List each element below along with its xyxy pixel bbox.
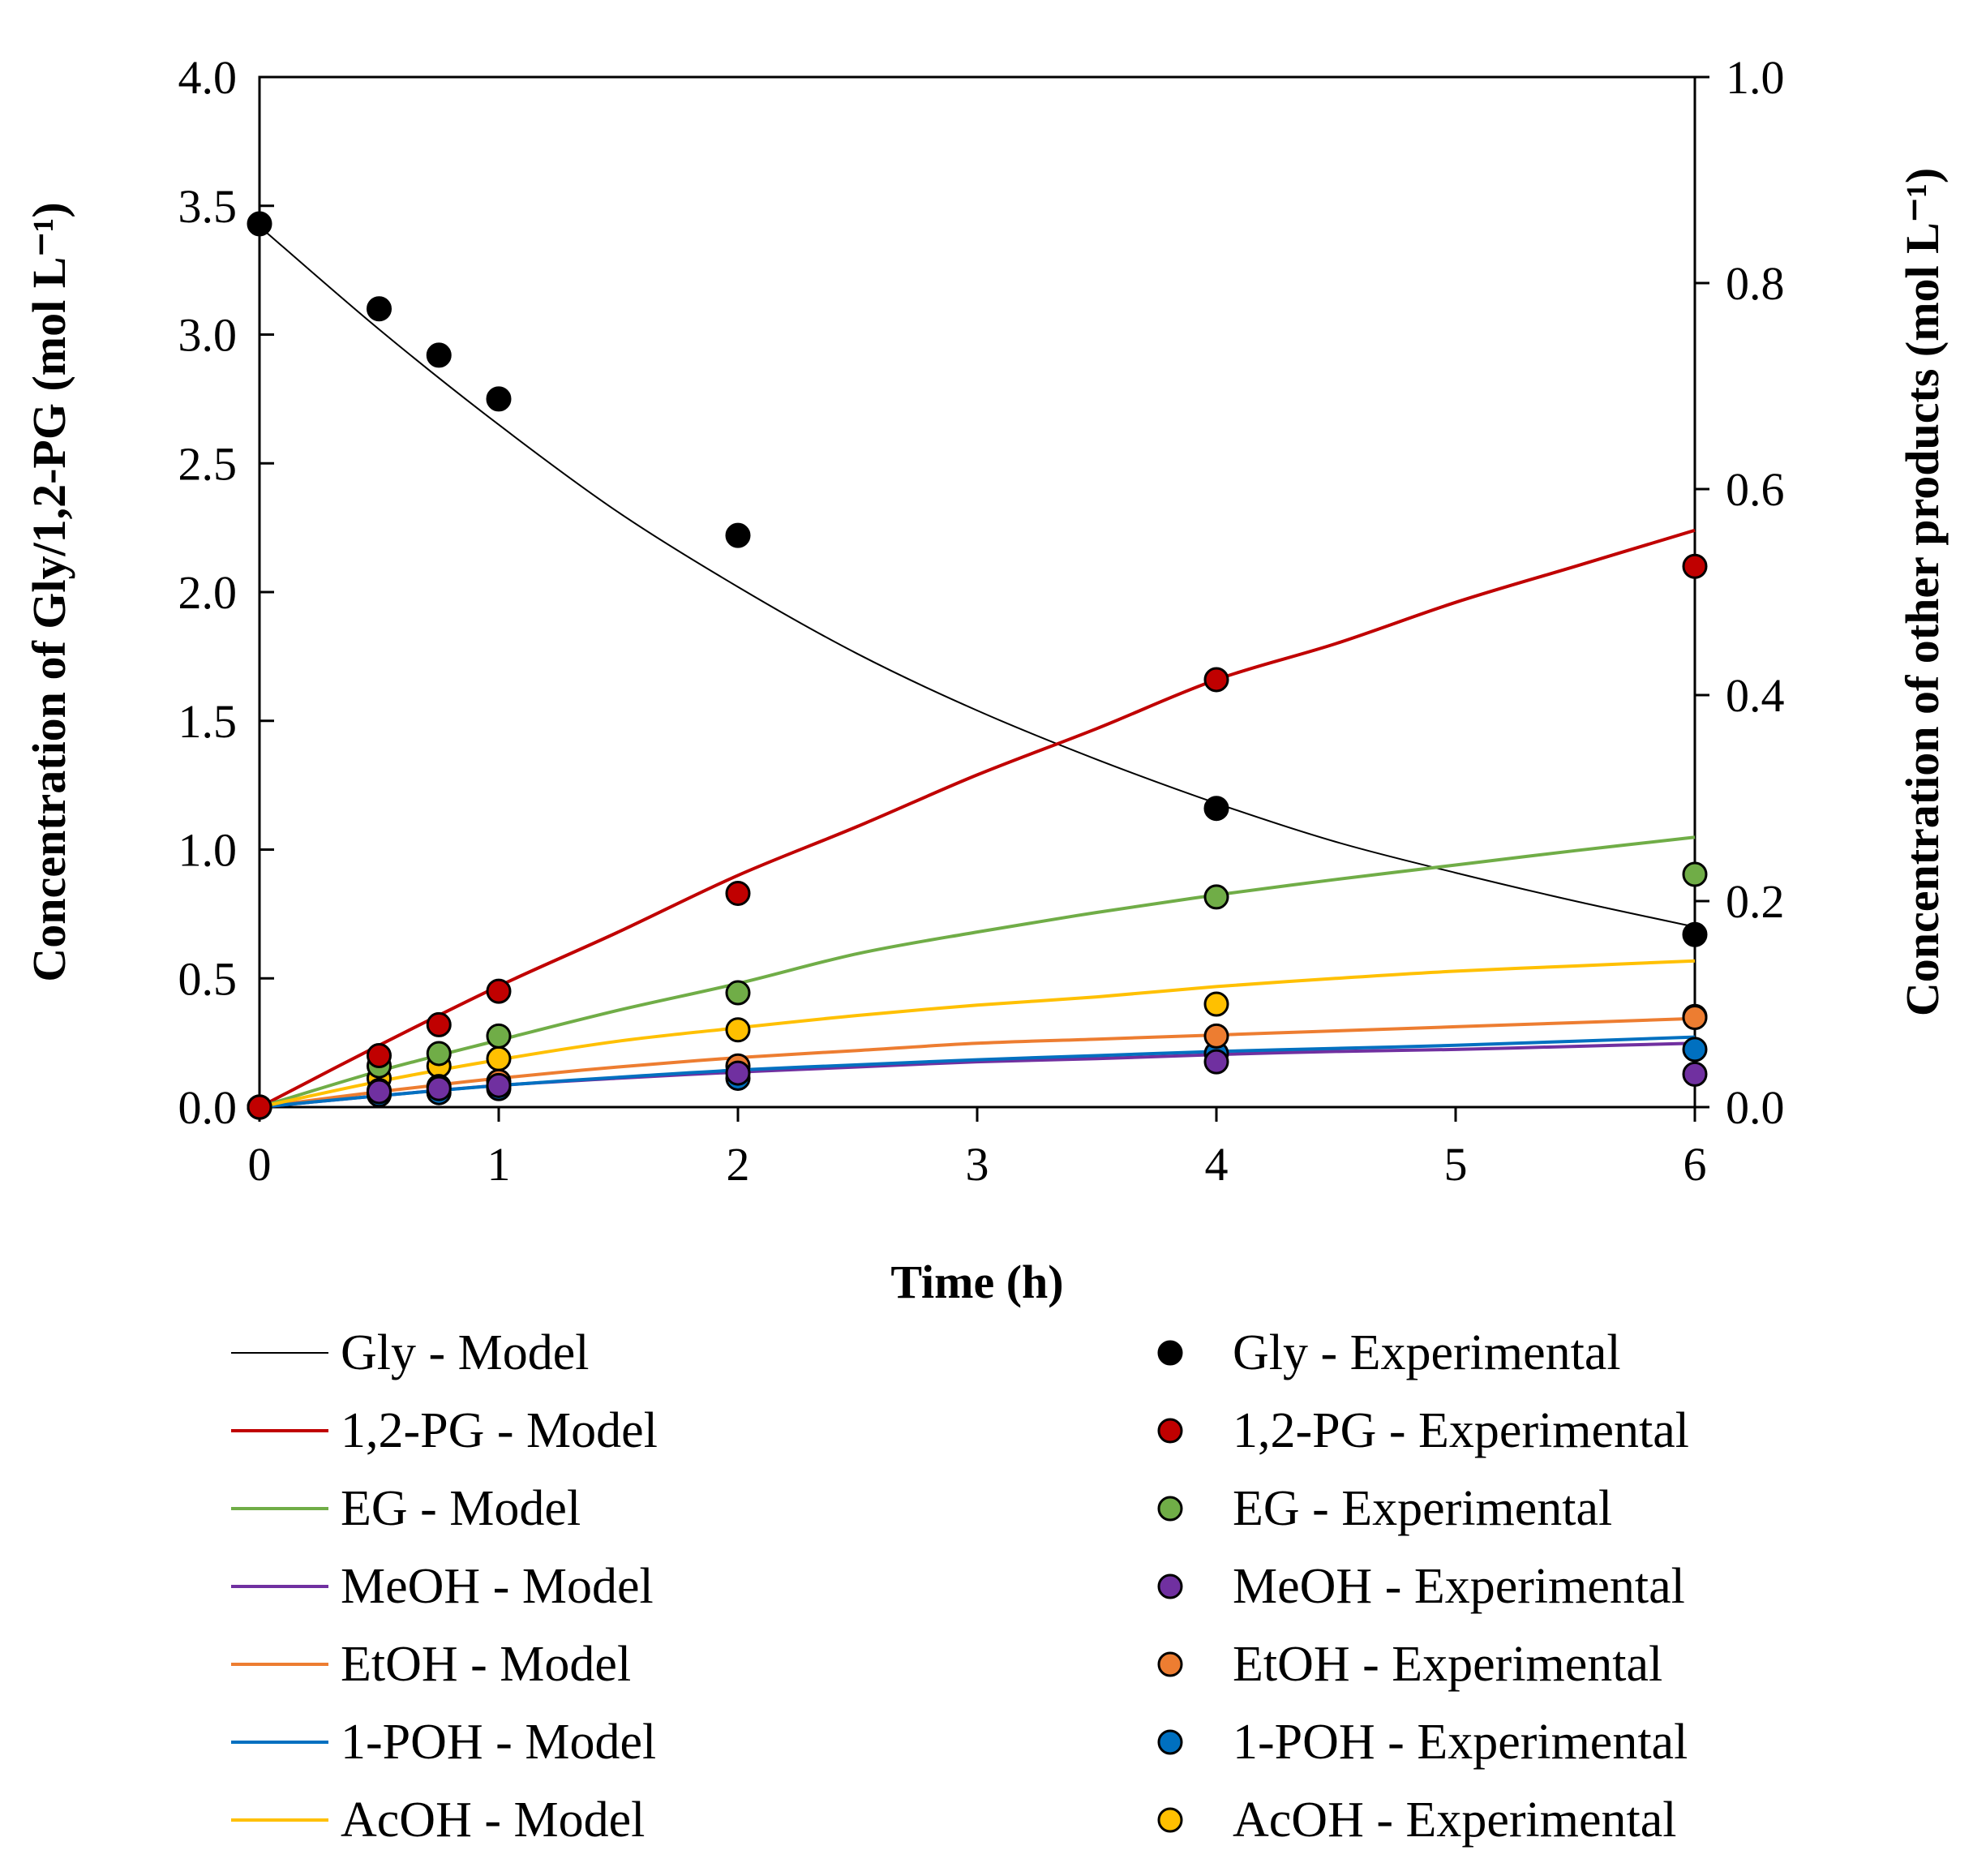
plot-area: 0.0 0.5 1.0 1.5 2.0 2.5 3.0 3.5 4.0 0.0 0.2 0.4 0.6…: [178, 51, 1785, 1191]
right-tick-label: 1.0: [1726, 51, 1785, 104]
acoh-legend-marker: [1157, 1807, 1183, 1833]
left-tick-label: 3.0: [178, 309, 238, 362]
1-2-pg-legend-exp-label: 1,2-PG - Experimental: [1233, 1403, 1689, 1458]
acoh-data-point: [486, 1045, 512, 1071]
acoh-data-point: [1203, 991, 1229, 1017]
left-tick-label: 2.0: [178, 566, 238, 619]
etoh-legend-exp-label: EtOH - Experimental: [1233, 1637, 1662, 1692]
acoh-legend-exp-label: AcOH - Experimental: [1233, 1792, 1676, 1848]
right-tick-label: 0.6: [1726, 463, 1785, 516]
acoh-model-line: [259, 959, 1696, 1109]
left-tick-label: 1.0: [178, 824, 238, 877]
right-tick-label: 0.8: [1726, 257, 1785, 310]
left-axis-title: Concentration of Gly/1,2-PG (mol L⁻¹): [23, 202, 75, 981]
left-tick-label: 0.5: [178, 952, 238, 1005]
gly-data-point: [367, 296, 392, 322]
gly-data-point: [247, 211, 272, 237]
x-tick-label: 6: [1683, 1138, 1707, 1191]
meoh-legend-marker: [1157, 1573, 1183, 1599]
gly-legend-model-label: Gly - Model: [341, 1325, 590, 1380]
gly-data-point: [725, 522, 751, 548]
1-2-pg-data-point: [486, 978, 512, 1004]
right-tick-label: 0.4: [1726, 669, 1785, 722]
etoh-legend-model-label: EtOH - Model: [341, 1637, 631, 1692]
x-tick-label: 2: [727, 1138, 750, 1191]
model-lines: [259, 225, 1696, 1109]
eg-data-point: [486, 1023, 512, 1049]
right-axis-title: Concentration of other products (mol L⁻¹…: [1896, 168, 1949, 1016]
meoh-data-point: [1682, 1061, 1708, 1087]
right-axis-ticks: 0.0 0.2 0.4 0.6 0.8 1.0: [1695, 51, 1785, 1134]
gly-model-line: [259, 225, 1696, 928]
left-tick-label: 1.5: [178, 695, 238, 748]
1-2-pg-data-point: [1682, 553, 1708, 579]
gly-legend-exp-label: Gly - Experimental: [1233, 1325, 1621, 1380]
x-axis-title: Time (h): [890, 1256, 1063, 1308]
eg-data-point: [725, 980, 751, 1006]
meoh-data-point: [486, 1072, 512, 1098]
gly-data-point: [486, 386, 512, 412]
1-2-pg-data-point: [367, 1043, 392, 1068]
plot-frame: [258, 75, 1696, 1109]
eg-legend-model-label: EG - Model: [341, 1481, 581, 1536]
1-2-pg-data-point: [725, 880, 751, 906]
meoh-data-point: [1203, 1049, 1229, 1075]
acoh-legend-model-label: AcOH - Model: [341, 1792, 645, 1848]
experimental-points: [247, 211, 1708, 1120]
eg-data-point: [426, 1041, 452, 1067]
x-tick-label: 5: [1444, 1138, 1468, 1191]
eg-data-point: [1682, 861, 1708, 887]
bottom-axis-ticks: 0 1 2 3 4 5 6: [248, 1107, 1707, 1191]
acoh-data-point: [725, 1017, 751, 1043]
meoh-data-point: [725, 1060, 751, 1086]
1-poh-legend-model-label: 1-POH - Model: [341, 1715, 656, 1770]
1-poh-legend-exp-label: 1-POH - Experimental: [1233, 1715, 1688, 1770]
right-tick-label: 0.2: [1726, 875, 1785, 928]
1-poh-legend-marker: [1157, 1729, 1183, 1755]
gly-data-point: [1682, 921, 1708, 947]
right-tick-label: 0.0: [1726, 1081, 1785, 1134]
left-tick-label: 3.5: [178, 180, 238, 233]
1-2-pg-legend-model-label: 1,2-PG - Model: [341, 1403, 658, 1458]
x-tick-label: 0: [248, 1138, 272, 1191]
1-2-pg-model-line: [259, 528, 1696, 1109]
left-axis-ticks: 0.0 0.5 1.0 1.5 2.0 2.5 3.0 3.5 4.0: [178, 51, 274, 1134]
eg-legend-marker: [1157, 1496, 1183, 1522]
meoh-data-point: [367, 1079, 392, 1105]
1-2-pg-legend-marker: [1157, 1418, 1183, 1444]
gly-data-point: [426, 342, 452, 368]
1-poh-data-point: [1682, 1037, 1708, 1062]
legend: Gly - Model Gly - Experimental 1,2-PG - Mo…: [231, 1325, 1689, 1848]
meoh-legend-model-label: MeOH - Model: [341, 1559, 654, 1614]
meoh-model-line: [259, 1041, 1696, 1109]
gly-legend-marker: [1157, 1340, 1183, 1366]
eg-model-line: [259, 835, 1696, 1109]
gly-data-point: [1203, 796, 1229, 822]
etoh-data-point: [1203, 1023, 1229, 1049]
1-2-pg-data-point: [247, 1094, 272, 1120]
left-tick-label: 2.5: [178, 437, 238, 490]
eg-data-point: [1203, 884, 1229, 910]
x-tick-label: 4: [1205, 1138, 1229, 1191]
left-tick-label: 4.0: [178, 51, 238, 104]
meoh-legend-exp-label: MeOH - Experimental: [1233, 1559, 1685, 1614]
eg-legend-exp-label: EG - Experimental: [1233, 1481, 1612, 1536]
etoh-data-point: [1682, 1005, 1708, 1031]
1-2-pg-data-point: [426, 1011, 452, 1037]
etoh-legend-marker: [1157, 1651, 1183, 1677]
meoh-data-point: [426, 1075, 452, 1101]
left-tick-label: 0.0: [178, 1081, 238, 1134]
x-tick-label: 3: [966, 1138, 989, 1191]
1-2-pg-data-point: [1203, 667, 1229, 693]
x-tick-label: 1: [487, 1138, 511, 1191]
